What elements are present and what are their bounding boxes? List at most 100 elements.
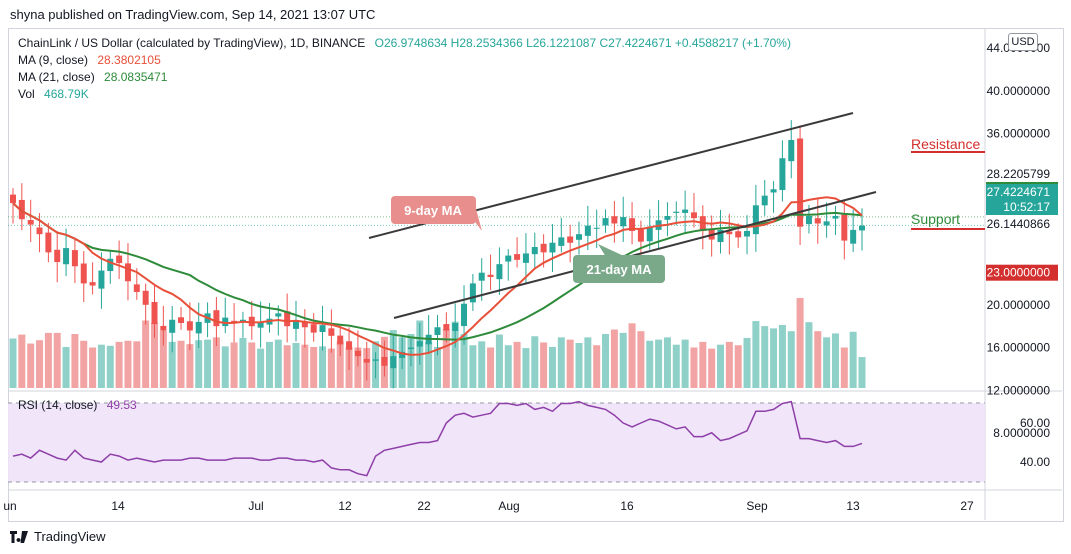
candle	[372, 352, 379, 379]
volume-bar	[239, 337, 247, 388]
time-tick-label: Sep	[746, 499, 768, 513]
volume-bar	[460, 334, 468, 388]
volume-bar	[319, 346, 327, 388]
volume-bar	[778, 325, 786, 388]
price-tick-label: 16.0000000	[987, 341, 1051, 355]
svg-text:28.2205799: 28.2205799	[987, 167, 1051, 181]
ma-level-badge: 28.2205799	[986, 166, 1058, 182]
volume-bar	[327, 348, 335, 388]
volume-bar	[168, 341, 176, 388]
volume-bar	[292, 343, 300, 388]
candle	[611, 201, 618, 243]
volume-bar	[97, 344, 105, 388]
candle	[98, 252, 105, 309]
ma21-label: MA (21, close)	[18, 70, 95, 84]
volume-bar	[513, 341, 521, 388]
volume-bar	[336, 341, 344, 388]
volume-bar	[212, 337, 220, 388]
candle	[301, 309, 308, 348]
volume-bar	[478, 341, 486, 388]
legend-symbol-row: ChainLink / US Dollar (calculated by Tra…	[18, 36, 791, 50]
candle	[354, 330, 361, 367]
volume-bar	[787, 331, 795, 388]
volume-bar	[248, 342, 256, 388]
volume-bar	[62, 346, 70, 388]
candle	[381, 340, 388, 377]
volume-bar	[142, 320, 150, 388]
price-tick-label: 8.0000000	[993, 426, 1050, 440]
volume-bar	[44, 332, 52, 388]
candle	[646, 209, 653, 250]
volume-bar	[451, 321, 459, 388]
candle	[496, 247, 503, 295]
volume-bar	[283, 345, 291, 388]
candle	[407, 338, 414, 367]
volume-bar	[442, 328, 450, 388]
volume-bar	[195, 340, 203, 388]
legend-rsi-row: RSI (14, close) 49.53	[18, 398, 137, 412]
candle	[602, 209, 609, 233]
ma9-label: MA (9, close)	[18, 53, 89, 67]
candle	[593, 209, 600, 248]
volume-bar	[53, 332, 61, 388]
rsi-band	[8, 403, 985, 482]
price-tick-label: 12.0000000	[987, 383, 1051, 397]
volume-bar	[36, 340, 44, 388]
candle	[549, 224, 556, 272]
time-tick-label: 14	[111, 499, 125, 513]
volume-bar	[354, 347, 362, 388]
volume-bar	[504, 345, 512, 388]
price-tick-label: 36.0000000	[987, 127, 1051, 141]
candle	[284, 293, 291, 343]
volume-bar	[221, 346, 229, 388]
time-tick-label: 22	[417, 499, 431, 513]
candle	[797, 125, 804, 245]
candle	[637, 220, 644, 262]
symbol-title: ChainLink / US Dollar (calculated by Tra…	[18, 36, 366, 50]
candle	[107, 250, 114, 284]
volume-bar	[89, 347, 97, 388]
volume-bar	[495, 334, 503, 388]
countdown-badge: 10:52:17	[986, 199, 1058, 215]
ma9-tag: 9-day MA	[404, 203, 462, 218]
rsi-tick-label: 40.00	[1020, 455, 1050, 469]
candle	[514, 237, 521, 268]
candle	[142, 283, 149, 325]
ohlc-values: O26.9748634 H28.2534366 L26.1221087 C27.…	[374, 36, 791, 50]
candle	[505, 249, 512, 281]
volume-bar	[805, 322, 813, 388]
volume-bar	[124, 340, 132, 388]
volume-bar	[204, 339, 212, 388]
candle	[390, 335, 397, 389]
candle	[469, 273, 476, 312]
candle	[10, 188, 16, 224]
volume-bar	[151, 322, 158, 388]
currency-button[interactable]: USD	[1008, 33, 1038, 51]
volume-bar	[858, 357, 866, 388]
candle	[558, 217, 565, 253]
vol-value: 468.79K	[44, 87, 89, 101]
volume-bar	[257, 348, 265, 388]
time-tick-label: un	[3, 499, 16, 513]
legend-ma21-row: MA (21, close) 28.0835471	[18, 70, 167, 84]
volume-bar	[71, 334, 79, 388]
volume-bar	[133, 341, 141, 388]
volume-bar	[18, 334, 26, 388]
svg-text:23.0000000: 23.0000000	[987, 266, 1051, 280]
volume-bar	[186, 344, 194, 388]
time-tick-label: 16	[620, 499, 634, 513]
candle	[576, 221, 582, 255]
svg-text:26.1440866: 26.1440866	[987, 217, 1051, 231]
candle	[319, 305, 326, 351]
volume-bar	[655, 339, 663, 388]
ma9-line	[12, 196, 863, 356]
volume-bar	[831, 333, 839, 388]
time-tick-label: 12	[338, 499, 352, 513]
volume-bar	[796, 298, 804, 388]
ma21-value: 28.0835471	[104, 70, 168, 84]
time-tick-label: 27	[960, 499, 974, 513]
candle	[744, 215, 751, 255]
footer: TradingView	[10, 529, 106, 544]
candle	[257, 301, 264, 348]
